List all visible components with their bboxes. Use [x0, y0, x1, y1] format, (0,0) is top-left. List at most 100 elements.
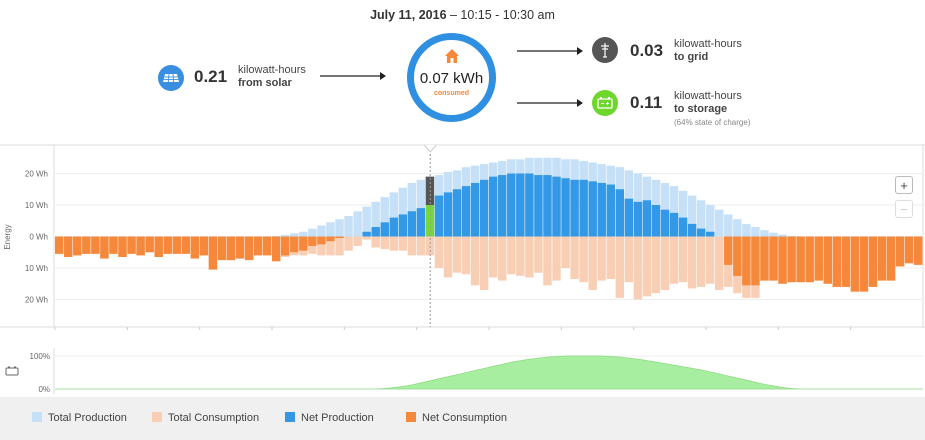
total-consumption-bar — [552, 236, 561, 281]
total-production-bar — [715, 209, 724, 237]
grid-destination-label: to grid — [674, 51, 709, 63]
total-production-bar — [416, 179, 426, 237]
net-production-bar — [651, 205, 661, 237]
net-production-bar — [525, 173, 534, 237]
consumed-value-text: 0.07 kWh — [419, 70, 484, 87]
net-consumption-bar — [226, 236, 236, 261]
total-consumption-bar — [443, 236, 453, 278]
net-production-bar — [407, 211, 417, 237]
total-consumption-bar — [642, 236, 652, 297]
legend-net-production-label: Net Production — [301, 412, 374, 424]
total-production-bar — [669, 186, 679, 237]
solar-panel-icon — [158, 65, 184, 91]
net-consumption-bar — [751, 236, 760, 286]
total-consumption-bar — [534, 236, 543, 273]
net-consumption-bar — [877, 236, 887, 281]
net-production-bar — [579, 179, 588, 237]
total-production-bar — [353, 211, 362, 237]
net-consumption-bar — [172, 236, 181, 254]
net-production-bar — [461, 186, 471, 237]
battery-small-icon — [5, 366, 19, 376]
legend-net-consumption[interactable]: Net Consumption — [406, 411, 507, 425]
total-consumption-bar — [452, 236, 462, 273]
battery-area — [55, 355, 923, 390]
total-production-bar — [407, 182, 417, 237]
total-consumption-bar — [624, 236, 634, 283]
total-production-bar — [371, 201, 380, 237]
total-consumption-bar — [543, 236, 552, 286]
net-consumption-bar — [335, 236, 344, 239]
net-production-bar — [606, 184, 615, 237]
total-production-bar — [724, 214, 733, 237]
total-consumption-bar — [380, 236, 389, 250]
zoom-out-button[interactable]: − — [895, 200, 913, 218]
net-consumption-bar — [163, 236, 172, 254]
total-consumption-bar — [461, 236, 471, 275]
total-consumption-bar — [371, 236, 380, 248]
legend-total-consumption[interactable]: Total Consumption — [152, 411, 259, 425]
total-consumption-bar — [416, 236, 426, 256]
storage-unit-label: kilowatt-hours — [674, 90, 742, 102]
total-consumption-bar — [570, 236, 579, 280]
total-production-bar — [362, 206, 371, 237]
net-consumption-bar — [868, 236, 878, 287]
total-production-bar — [344, 216, 353, 237]
net-consumption-bar — [724, 236, 733, 265]
total-consumption-bar — [470, 236, 480, 286]
total-consumption-bar — [516, 236, 525, 276]
battery-tick-0: 0% — [38, 385, 50, 394]
net-consumption-bar — [244, 236, 254, 261]
total-production-bar — [389, 192, 398, 237]
legend-net-production[interactable]: Net Production — [285, 411, 374, 425]
total-production-bar — [317, 225, 326, 237]
net-consumption-bar — [913, 236, 923, 265]
grid-value: 0.03 — [630, 41, 664, 60]
solar-unit: kilowatt-hours from solar — [238, 64, 306, 90]
net-production-bar — [552, 176, 561, 237]
net-consumption-bar — [190, 236, 200, 259]
net-consumption-bar — [217, 236, 227, 261]
total-consumption-bar — [715, 236, 724, 291]
net-consumption-bar — [299, 236, 308, 251]
net-production-bar — [678, 217, 688, 237]
net-production-bar — [561, 178, 570, 237]
net-consumption-bar — [805, 236, 814, 283]
net-consumption-bar — [208, 236, 218, 270]
net-production-bar — [489, 176, 498, 237]
total-production-bar — [751, 227, 760, 237]
total-production-bar — [706, 205, 715, 237]
net-production-bar — [362, 231, 371, 237]
total-consumption-bar — [498, 236, 507, 281]
solar-value: 0.21 — [194, 67, 228, 86]
solar-unit-label: kilowatt-hours — [238, 64, 306, 76]
net-production-bar — [615, 189, 625, 237]
net-consumption-bar — [55, 236, 64, 254]
total-consumption-bar — [687, 236, 697, 289]
total-consumption-bar — [678, 236, 688, 283]
solar-flow-arrow — [320, 72, 386, 80]
consumption-ring — [407, 33, 496, 122]
net-consumption-bar — [787, 236, 796, 283]
net-consumption-bar — [64, 236, 73, 257]
net-production-bar — [434, 195, 444, 237]
net-consumption-bar — [904, 236, 914, 264]
y-tick-label: 0 Wh — [29, 233, 48, 242]
total-consumption-bar — [362, 236, 371, 240]
net-consumption-bar — [326, 236, 335, 242]
legend-total-production[interactable]: Total Production — [32, 411, 127, 425]
consumed-value: 0.07 kWh — [405, 70, 498, 87]
total-production-bar — [760, 230, 769, 237]
net-production-bar — [597, 182, 606, 237]
grid-flow-arrow — [517, 47, 583, 55]
net-production-bar — [371, 227, 380, 237]
net-consumption-bar — [760, 236, 769, 281]
total-consumption-bar — [669, 236, 679, 284]
zoom-in-button[interactable]: + — [895, 176, 913, 194]
net-consumption-bar — [733, 236, 742, 276]
net-consumption-bar — [262, 236, 272, 256]
storage-value: 0.11 — [630, 93, 663, 112]
y-tick-label: 10 Wh — [25, 201, 48, 210]
total-production-bar — [281, 234, 290, 237]
net-consumption-bar — [742, 236, 751, 286]
